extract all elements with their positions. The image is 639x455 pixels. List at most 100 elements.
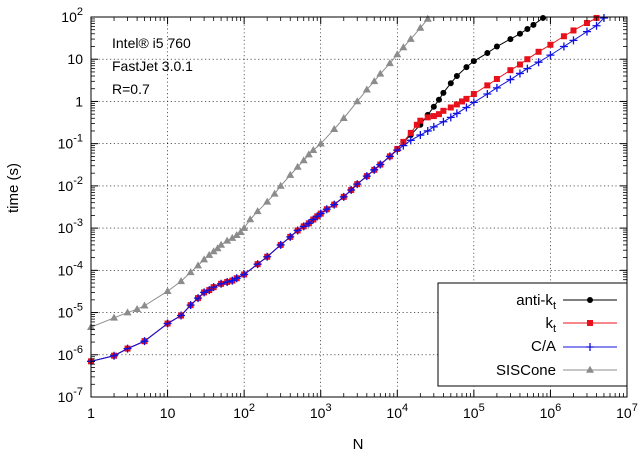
data-point-siscone (246, 215, 255, 223)
data-point-c-a (446, 113, 455, 122)
data-point-c-a (177, 311, 186, 320)
x-tick-label: 1 (87, 405, 95, 421)
data-point-siscone (133, 305, 142, 313)
y-tick-label: 10-2 (58, 175, 83, 194)
data-point-kt (440, 107, 447, 114)
data-point-kt (535, 48, 542, 55)
data-point-siscone (339, 114, 348, 122)
legend-label-kt: kt (545, 315, 556, 335)
data-point-siscone (270, 189, 279, 197)
data-point-siscone (286, 170, 295, 178)
data-point-c-a (546, 51, 555, 60)
y-tick-label: 10-5 (58, 302, 83, 321)
data-point-anti-kt (463, 64, 470, 71)
data-point-kt (463, 95, 470, 102)
data-point-kt (547, 41, 554, 48)
data-point-c-a (205, 286, 214, 295)
data-point-kt (413, 121, 420, 128)
y-tick-label: 10-7 (58, 386, 83, 405)
data-point-siscone (353, 97, 362, 105)
data-point-c-a (299, 222, 308, 231)
legend-marker-kt (587, 320, 593, 326)
data-point-siscone (240, 223, 249, 231)
data-point-siscone (304, 150, 313, 158)
data-point-siscone (163, 287, 172, 295)
data-point-anti-kt (453, 73, 460, 80)
x-tick-label: 107 (616, 402, 638, 421)
y-tick-label: 10-1 (58, 133, 83, 152)
data-point-c-a (439, 117, 448, 126)
data-point-c-a (376, 160, 385, 169)
data-point-c-a (399, 141, 408, 150)
data-point-kt (430, 113, 437, 120)
y-tick-label: 102 (61, 6, 83, 25)
series-layer (87, 13, 608, 366)
x-tick-label: 102 (233, 402, 255, 421)
data-point-kt (484, 82, 491, 89)
data-point-c-a (316, 209, 325, 218)
data-point-siscone (186, 268, 195, 276)
data-point-kt (458, 98, 465, 105)
y-tick-label: 10-3 (58, 217, 83, 236)
data-point-c-a (304, 219, 313, 228)
data-point-siscone (236, 228, 245, 236)
data-point-c-a (462, 103, 471, 112)
grid-layer (91, 17, 627, 397)
data-point-siscone (194, 261, 203, 269)
data-point-siscone (393, 50, 402, 58)
data-point-siscone (370, 77, 379, 85)
data-point-siscone (399, 43, 408, 51)
data-point-c-a (163, 319, 172, 328)
data-point-siscone (362, 85, 371, 93)
data-point-c-a (223, 277, 232, 286)
data-point-siscone (205, 250, 214, 258)
data-point-siscone (110, 313, 119, 321)
data-point-anti-kt (430, 103, 437, 110)
data-point-kt (407, 129, 414, 136)
data-point-c-a (276, 240, 285, 249)
legend-marker-siscone (586, 365, 594, 373)
data-point-c-a (385, 152, 394, 161)
legend-label-anti-kt: anti-kt (516, 292, 556, 312)
data-point-c-a (330, 200, 339, 209)
y-tick-label: 10-6 (58, 344, 83, 363)
data-point-c-a (582, 27, 591, 36)
data-point-c-a (322, 205, 331, 214)
data-point-c-a (569, 36, 578, 45)
data-point-c-a (362, 172, 371, 181)
data-point-kt (560, 33, 567, 40)
legend: anti-kt kt C/A SISCone (437, 282, 628, 387)
data-point-c-a (123, 344, 132, 353)
data-point-siscone (228, 233, 237, 241)
data-point-siscone (406, 34, 415, 42)
data-point-c-a (186, 301, 195, 310)
data-point-anti-kt (507, 36, 514, 43)
data-point-c-a (240, 270, 249, 279)
data-point-c-a (423, 126, 432, 135)
data-point-c-a (263, 252, 272, 261)
data-point-c-a (592, 21, 601, 30)
data-point-c-a (416, 131, 425, 140)
data-point-anti-kt (447, 80, 454, 87)
x-tick-label: 106 (540, 402, 562, 421)
data-point-kt (507, 67, 514, 74)
tick-label-layer: 1 10 102 103 104 105 106 107 10-7 10-6 10-5 10-4 10-… (58, 6, 638, 421)
legend-samples (563, 297, 617, 373)
data-point-siscone (223, 236, 232, 244)
data-point-c-a (429, 122, 438, 131)
data-point-kt (570, 27, 577, 34)
data-point-c-a (559, 42, 568, 51)
data-point-siscone (309, 146, 318, 154)
data-point-c-a (370, 165, 379, 174)
radius-annotation: R=0.7 (112, 81, 150, 97)
legend-label-ca: C/A (531, 338, 556, 355)
data-point-c-a (217, 279, 226, 288)
data-point-siscone (316, 139, 325, 147)
data-point-kt (583, 20, 590, 27)
data-point-c-a (347, 185, 356, 194)
data-point-siscone (232, 230, 241, 238)
data-point-c-a (194, 294, 203, 303)
data-point-kt (435, 111, 442, 118)
data-point-siscone (177, 277, 186, 285)
data-point-siscone (293, 162, 302, 170)
